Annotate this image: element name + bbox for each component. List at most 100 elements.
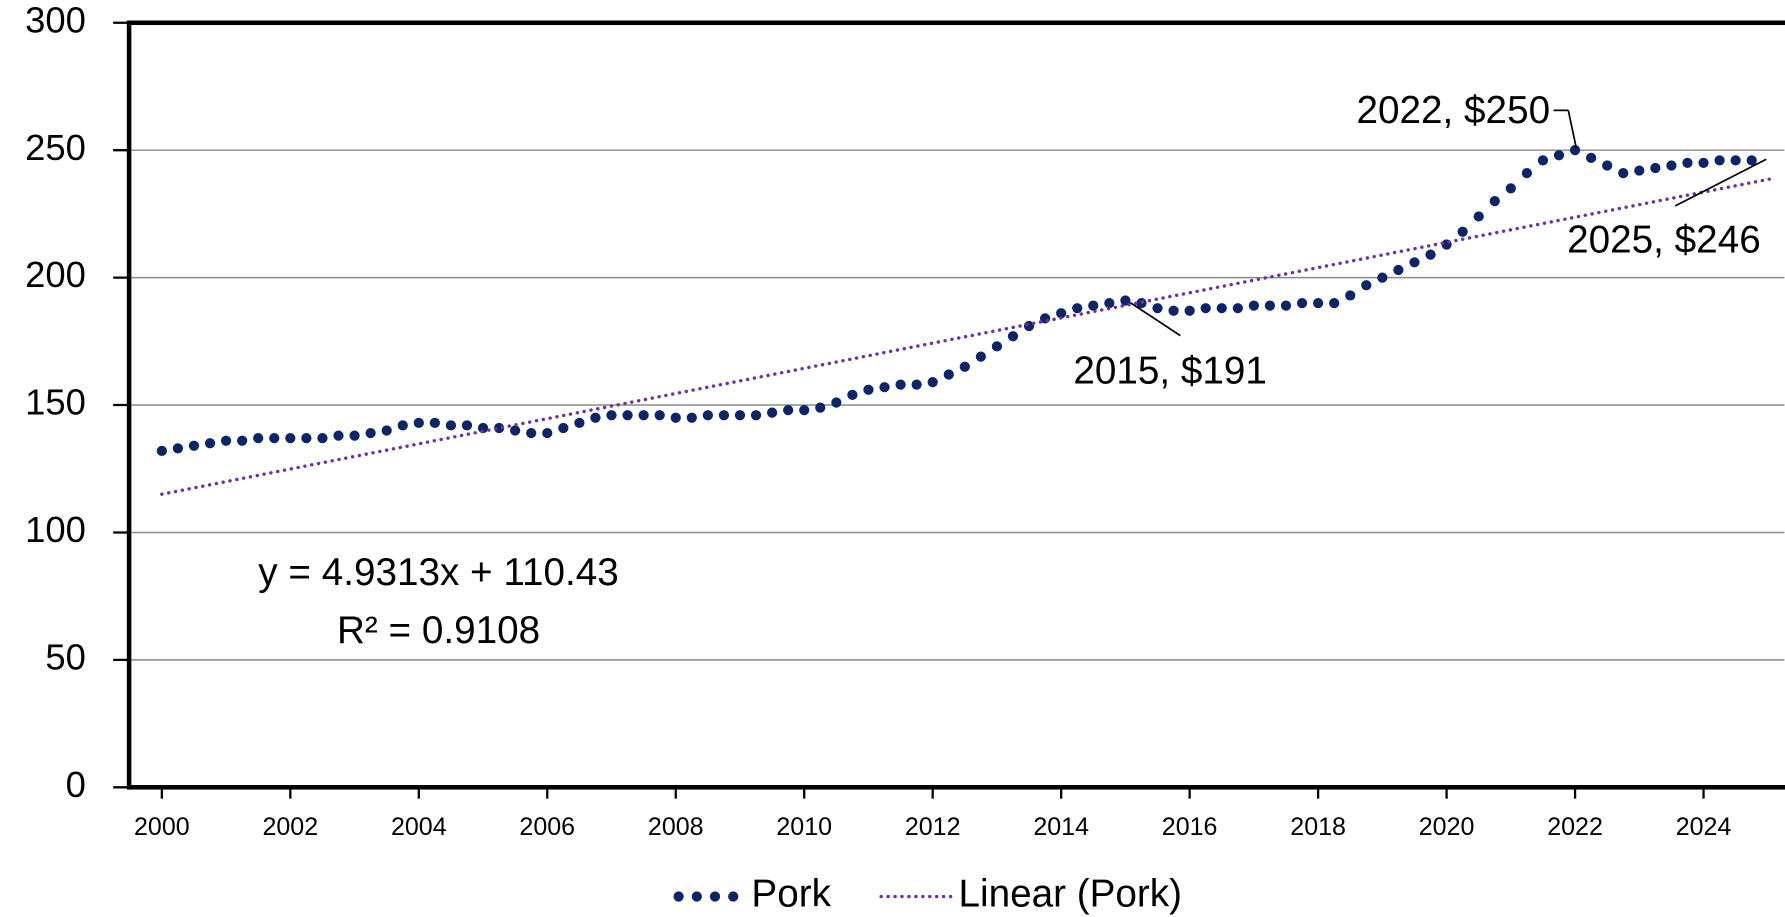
point [959, 361, 970, 372]
point [526, 427, 537, 439]
point [542, 427, 553, 439]
y-tick-label: 200 [25, 254, 86, 295]
legend-swatch [709, 891, 721, 902]
point [188, 440, 200, 451]
leader-line [1129, 301, 1181, 337]
point [220, 435, 232, 446]
point [510, 425, 521, 436]
point [1585, 152, 1597, 163]
point [863, 384, 874, 395]
point [1634, 165, 1645, 176]
point [1232, 303, 1243, 314]
point [301, 433, 312, 444]
y-tick-label: 0 [66, 764, 86, 805]
point [1457, 226, 1468, 237]
point [237, 435, 248, 446]
point [783, 405, 794, 416]
point [927, 376, 938, 388]
point [1393, 264, 1404, 276]
point [253, 433, 264, 444]
point [831, 397, 842, 408]
point [1296, 297, 1308, 309]
y-tick-label: 150 [25, 382, 86, 423]
point [1345, 290, 1356, 301]
point [1714, 155, 1725, 166]
annotation: 2025, $246 [1567, 219, 1761, 262]
point [734, 410, 746, 421]
point [1264, 300, 1276, 311]
point [1104, 297, 1115, 309]
point [477, 422, 489, 434]
point [1377, 272, 1388, 283]
point [622, 410, 633, 421]
point [1618, 167, 1629, 179]
point [879, 382, 890, 393]
point [1152, 303, 1163, 314]
point [381, 425, 392, 436]
legend-label: Pork [751, 873, 831, 916]
point [1120, 295, 1131, 306]
point [1200, 303, 1211, 314]
x-tick-label: 2002 [262, 813, 318, 841]
point [1537, 155, 1549, 166]
grid: 0 50 100 150 200 250 300 2000 2002 2004 2006 2008 20… [25, 0, 1785, 841]
point [1746, 155, 1757, 166]
point [1602, 160, 1613, 171]
point [1007, 331, 1019, 342]
point [1682, 157, 1693, 169]
point [815, 402, 826, 413]
x-tick-label: 2018 [1290, 813, 1346, 841]
trendline-r2: R² = 0.9108 [337, 609, 540, 652]
point [1505, 183, 1516, 194]
point [1216, 303, 1227, 314]
point [413, 417, 424, 428]
point [1184, 305, 1195, 316]
leader-line [1567, 110, 1578, 149]
point [1056, 308, 1067, 319]
point [991, 341, 1003, 352]
point [333, 430, 344, 441]
point [429, 417, 440, 428]
point [285, 433, 296, 444]
point [654, 410, 665, 421]
leader-line [1674, 158, 1767, 207]
trendline-equation: y = 4.9313x + 110.43 [258, 551, 619, 594]
point [975, 351, 986, 362]
x-tick-label: 2010 [776, 813, 832, 841]
point [365, 427, 376, 439]
point [718, 410, 730, 421]
point [397, 420, 408, 431]
x-tick-label: 2012 [905, 813, 961, 841]
point [445, 420, 457, 431]
point [590, 412, 601, 423]
x-tick-label: 2016 [1162, 813, 1218, 841]
point [911, 379, 922, 390]
plot-frame [126, 20, 1785, 790]
x-tick-label: 2024 [1676, 813, 1732, 841]
legend-label: Linear (Pork) [958, 873, 1182, 916]
point [1329, 297, 1340, 309]
point [1361, 280, 1372, 291]
point [943, 369, 954, 380]
point [1569, 145, 1581, 156]
point [1521, 167, 1533, 179]
point [1088, 300, 1099, 311]
point [1698, 157, 1709, 169]
point [847, 389, 858, 400]
point [1072, 303, 1083, 314]
point [269, 433, 280, 444]
x-tick-label: 2006 [519, 813, 575, 841]
point [1473, 211, 1484, 222]
point [1248, 300, 1259, 311]
legend-swatch [673, 891, 684, 902]
point [461, 420, 473, 431]
x-tick-label: 2020 [1419, 813, 1475, 841]
point [1425, 249, 1436, 260]
point [1666, 160, 1677, 171]
point [686, 412, 697, 423]
point [493, 422, 505, 434]
x-tick-label: 2008 [648, 813, 704, 841]
marks [156, 145, 1776, 496]
point [895, 379, 906, 390]
